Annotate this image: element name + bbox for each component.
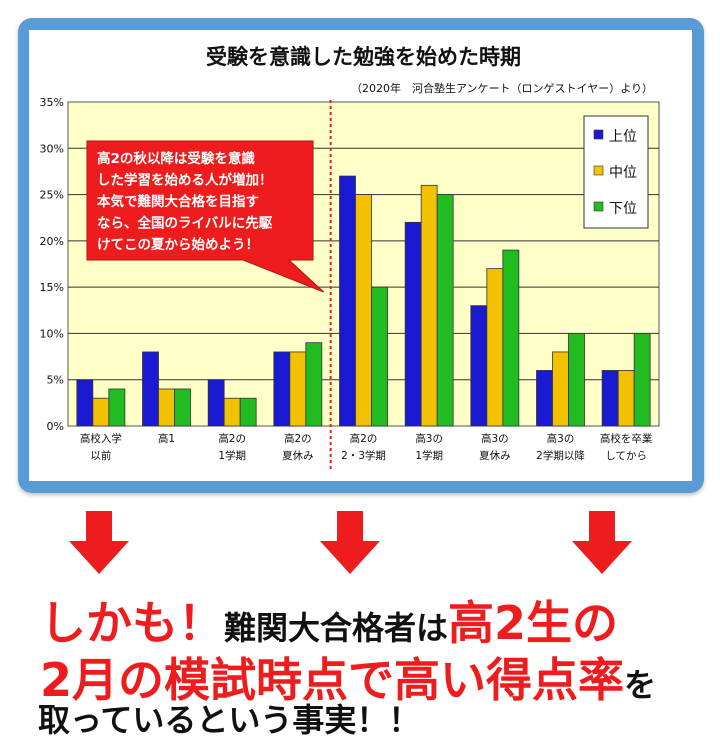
x-tick-label: 高2の [350, 432, 378, 445]
bar-lower [371, 286, 388, 427]
bar-chart: 受験を意識した勉強を始めた時期 （2020年 河合塾生アンケート（ロンゲストイヤー… [40, 45, 660, 471]
legend-swatch [593, 129, 604, 140]
x-tick-label: 以前 [90, 449, 111, 462]
y-tick-label: 25% [40, 189, 64, 202]
bar-middle [158, 388, 175, 427]
bar-middle [486, 268, 504, 427]
annotation-text: なら、全国のライバルに先駆 [97, 215, 273, 232]
headline-emphasis: しかも！ [40, 596, 224, 650]
y-tick-label: 30% [40, 142, 64, 155]
bar-lower [108, 388, 126, 427]
y-tick-label: 20% [40, 235, 64, 248]
x-tick-label: 高1 [158, 432, 175, 445]
bar-lower [174, 388, 191, 427]
x-tick-label: 2・3学期 [341, 449, 386, 462]
x-tick-label: 1学期 [218, 449, 246, 462]
headline-text: を [624, 666, 657, 704]
headline-emphasis: 高2生の [448, 596, 619, 650]
legend-label: 下位 [609, 201, 637, 217]
chart-title: 受験を意識した勉強を始めた時期 [206, 45, 521, 69]
x-tick-label: 高3の [547, 432, 575, 445]
x-tick-label: 高2の [284, 432, 312, 445]
bar-upper [470, 305, 488, 427]
bar-upper [142, 351, 159, 427]
annotation-text: 高2の秋以降は受験を意識 [97, 150, 255, 167]
y-tick-label: 5% [47, 374, 64, 387]
down-arrow-icon [320, 511, 380, 574]
headline-line-2: 2月の模試時点で高い得点率を [40, 657, 656, 703]
bar-lower [305, 342, 323, 427]
down-arrow-icon [69, 511, 129, 574]
x-tick-label: 夏休み [282, 450, 314, 462]
annotation-text: 本気で難関大合格を目指す [97, 193, 259, 210]
bar-middle [420, 184, 438, 427]
headline-text: 難関大合格者は [224, 609, 449, 647]
bar-lower [502, 249, 520, 427]
bar-middle [289, 351, 307, 427]
headline-text: 取っているという事実！！ [38, 701, 421, 739]
bar-middle [355, 194, 372, 427]
bar-middle [223, 397, 241, 427]
annotation-text: した学習を始める人が増加！ [97, 172, 273, 189]
legend-swatch [593, 165, 604, 176]
chart-panel: 受験を意識した勉強を始めた時期 （2020年 河合塾生アンケート（ロンゲストイヤー… [29, 30, 692, 481]
headline-emphasis: 2月の模試時点で高い得点率 [40, 653, 625, 707]
annotation-text: けてこの夏から始めよう！ [97, 236, 259, 253]
headline-line-3: 取っているという事実！！ [38, 704, 420, 736]
bar-lower [239, 397, 257, 427]
bar-middle [552, 351, 569, 427]
x-tick-label: 夏休み [479, 450, 511, 462]
legend-swatch [593, 201, 604, 212]
bar-lower [436, 194, 454, 427]
down-arrow-icon [572, 511, 632, 574]
bar-lower [568, 333, 585, 427]
x-tick-label: してから [605, 450, 647, 462]
x-tick-label: 高校入学 [80, 432, 122, 445]
y-tick-label: 15% [40, 281, 64, 294]
legend-label: 中位 [609, 165, 637, 181]
annotation-callout [86, 140, 325, 293]
bar-lower [633, 333, 651, 427]
bar-upper [404, 221, 422, 427]
bar-upper [339, 175, 356, 427]
x-tick-label: 2学期以降 [536, 449, 585, 462]
bar-middle [617, 370, 635, 427]
y-tick-label: 10% [40, 327, 64, 340]
x-tick-label: 高2の [218, 432, 246, 445]
y-tick-label: 35% [40, 96, 64, 109]
bar-upper [76, 379, 94, 427]
bar-upper [273, 351, 291, 427]
chart-subtitle: （2020年 河合塾生アンケート（ロンゲストイヤー）より） [351, 81, 653, 95]
x-tick-label: 高校を卒業 [600, 432, 653, 445]
headline-line-1: しかも！難関大合格者は高2生の [40, 600, 618, 646]
bar-middle [92, 397, 110, 427]
y-tick-label: 0% [47, 420, 64, 433]
legend-label: 上位 [609, 129, 637, 145]
x-tick-label: 高3の [415, 432, 443, 445]
bar-upper [536, 370, 553, 427]
bar-upper [207, 379, 225, 427]
bar-upper [601, 370, 619, 427]
x-tick-label: 高3の [481, 432, 509, 445]
x-tick-label: 1学期 [415, 449, 443, 462]
